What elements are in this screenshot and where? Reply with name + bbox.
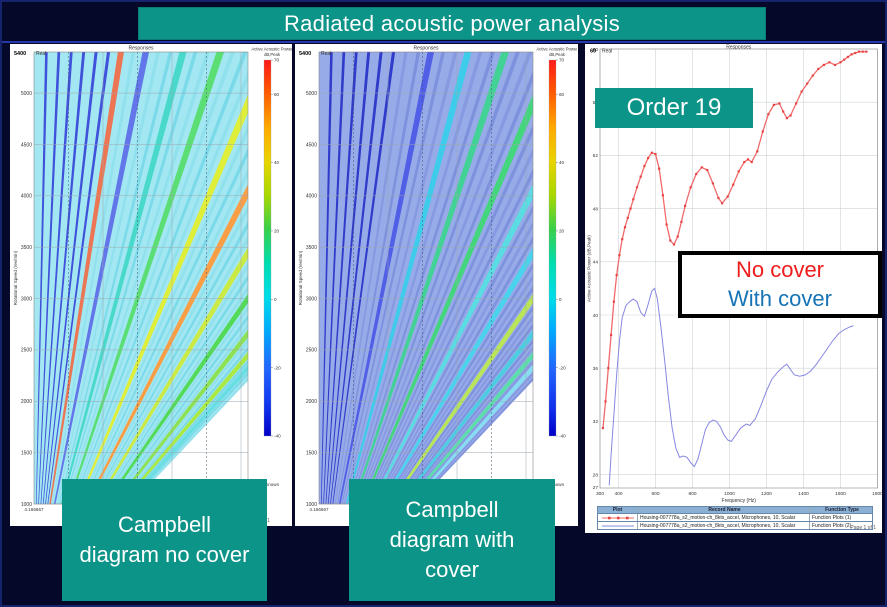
- y-axis-label: Rotational Speed (rev/min): [298, 250, 303, 305]
- corner-format: Real: [321, 51, 331, 57]
- svg-text:40: 40: [593, 313, 599, 319]
- colorbar-footer: Unknown: [260, 482, 280, 487]
- svg-text:60: 60: [559, 92, 565, 97]
- svg-text:2500: 2500: [306, 348, 317, 354]
- corner-value: 60: [590, 49, 596, 55]
- svg-text:0: 0: [559, 297, 562, 302]
- y-axis-label: Rotational Speed (rev/min): [13, 250, 18, 305]
- svg-text:40: 40: [559, 160, 565, 165]
- x-axis-label: Frequency (Hz): [722, 498, 757, 504]
- campbell-svg: Responses 5400 Real 5000 4500 4000 3500 3000 250…: [13, 46, 293, 525]
- campbell-no-cover-panel: Responses 5400 Real 5000 4500 4000 3500 3000 250…: [10, 44, 293, 526]
- function-legend-table: Plot Record Name Function Type Housing-0…: [597, 506, 873, 530]
- legend-with-cover: With cover: [728, 285, 832, 311]
- svg-text:-20: -20: [559, 365, 566, 370]
- svg-text:1400: 1400: [798, 491, 809, 497]
- plot-title: Responses: [413, 46, 439, 52]
- svg-text:27: 27: [593, 485, 599, 491]
- svg-text:3500: 3500: [306, 245, 317, 251]
- function-table-header: Plot Record Name Function Type: [597, 506, 873, 514]
- svg-text:20: 20: [274, 229, 280, 234]
- svg-text:1500: 1500: [306, 450, 317, 456]
- svg-text:70: 70: [274, 58, 280, 63]
- svg-text:3000: 3000: [306, 296, 317, 302]
- svg-text:dB,Peak: dB,Peak: [549, 52, 566, 57]
- svg-text:60: 60: [274, 92, 280, 97]
- with-cover-curve: [608, 287, 854, 486]
- red-marker-line-icon: [601, 516, 634, 519]
- svg-text:28: 28: [593, 472, 599, 478]
- svg-text:-20: -20: [274, 365, 281, 370]
- order-19-text: Order 19: [626, 94, 722, 121]
- slide-title: Radiated acoustic power analysis: [138, 7, 766, 40]
- svg-text:2000: 2000: [306, 399, 317, 405]
- caption-campbell-no-cover: Campbell diagram no cover: [62, 479, 267, 601]
- svg-text:48: 48: [593, 206, 599, 212]
- svg-text:2000: 2000: [21, 399, 32, 405]
- corner-format: Real: [602, 49, 612, 55]
- cover-legend-box: No cover With cover: [678, 251, 882, 318]
- svg-text:52: 52: [593, 153, 599, 159]
- svg-text:4500: 4500: [21, 142, 32, 148]
- svg-text:36: 36: [593, 366, 599, 372]
- svg-text:4000: 4000: [21, 194, 32, 200]
- svg-text:Active Acoustic Power: Active Acoustic Power: [251, 47, 292, 52]
- svg-text:1200: 1200: [761, 491, 772, 497]
- svg-text:2500: 2500: [21, 348, 32, 354]
- svg-text:800: 800: [688, 491, 696, 497]
- plot-title: Responses: [128, 46, 154, 52]
- svg-text:1000: 1000: [21, 502, 32, 508]
- campbell-svg: Responses 5400 Real 5000 4500 4000 3500 3000 250…: [298, 46, 578, 525]
- svg-text:5000: 5000: [21, 91, 32, 97]
- corner-format: Real: [36, 51, 46, 57]
- svg-text:1000: 1000: [724, 491, 735, 497]
- svg-text:dB,Peak: dB,Peak: [264, 52, 281, 57]
- slide-title-text: Radiated acoustic power analysis: [283, 10, 621, 36]
- function-table-row: Housing-007778a_s2_motion-ch_8kts_accel,…: [597, 522, 873, 530]
- corner-value: 5400: [14, 51, 26, 57]
- svg-text:20: 20: [559, 229, 565, 234]
- svg-text:4000: 4000: [306, 194, 317, 200]
- caption-campbell-with-cover-text: Campbell diagram with cover: [389, 497, 515, 582]
- function-table-row: Housing-007778a_s2_motion-ch_8kts_accel,…: [597, 514, 873, 522]
- caption-campbell-no-cover-text: Campbell diagram no cover: [79, 512, 250, 567]
- svg-text:3000: 3000: [21, 296, 32, 302]
- svg-text:4.166667: 4.166667: [24, 507, 44, 512]
- svg-text:1500: 1500: [21, 450, 32, 456]
- svg-text:600: 600: [651, 491, 659, 497]
- svg-text:40: 40: [274, 160, 280, 165]
- plot-title: Responses: [726, 45, 752, 51]
- svg-text:3500: 3500: [21, 245, 32, 251]
- svg-text:70: 70: [559, 58, 565, 63]
- svg-text:-40: -40: [559, 434, 566, 439]
- svg-text:1800: 1800: [872, 491, 882, 497]
- title-underline: [2, 41, 885, 43]
- y-axis-label: Active Acoustic Power (dB,Peak): [587, 235, 592, 302]
- svg-text:60: 60: [593, 47, 599, 53]
- blue-line-icon: [601, 525, 634, 526]
- svg-text:400: 400: [614, 491, 622, 497]
- svg-text:5000: 5000: [306, 91, 317, 97]
- campbell-with-cover-panel: Responses 5400 Real 5000 4500 4000 3500 3000 250…: [295, 44, 578, 526]
- caption-campbell-with-cover: Campbell diagram with cover: [349, 479, 555, 601]
- svg-text:1000: 1000: [306, 502, 317, 508]
- svg-text:0: 0: [274, 297, 277, 302]
- colorbar: [263, 59, 272, 437]
- page-footer: Page 1 of 1: [850, 525, 876, 531]
- corner-value: 5400: [299, 51, 311, 57]
- svg-text:4.166667: 4.166667: [309, 507, 329, 512]
- svg-text:300: 300: [596, 491, 604, 497]
- svg-text:44: 44: [593, 260, 599, 266]
- svg-text:1600: 1600: [835, 491, 846, 497]
- colorbar: [548, 59, 557, 437]
- svg-text:Active Acoustic Power: Active Acoustic Power: [536, 47, 577, 52]
- svg-text:4500: 4500: [306, 142, 317, 148]
- svg-text:32: 32: [593, 419, 599, 425]
- legend-no-cover: No cover: [735, 256, 825, 282]
- order-19-label: Order 19: [595, 88, 753, 128]
- svg-text:-40: -40: [274, 434, 281, 439]
